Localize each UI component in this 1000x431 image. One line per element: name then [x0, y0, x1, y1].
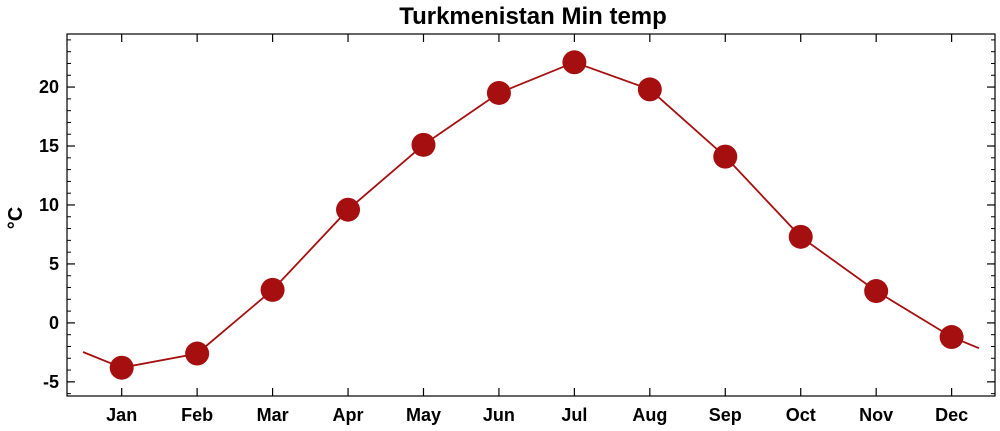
- y-tick-label: 5: [49, 254, 59, 274]
- x-tick-label: Feb: [181, 405, 213, 425]
- x-tick-label: Jun: [483, 405, 515, 425]
- data-point: [109, 355, 134, 380]
- data-point: [864, 279, 889, 304]
- plot-area: -5 0 5 10 15 20 Jan Feb Mar Apr May Jun Jul Aug Sep Oct…: [39, 33, 996, 425]
- plot-frame: [66, 33, 996, 397]
- x-tick-label: May: [406, 405, 441, 425]
- x-tick-label: Apr: [333, 405, 364, 425]
- x-tick-label: Oct: [786, 405, 816, 425]
- x-tick-label: Jan: [106, 405, 137, 425]
- data-point: [562, 50, 587, 75]
- data-point: [336, 197, 361, 222]
- y-tick-label: 10: [39, 195, 59, 215]
- series-line: [82, 61, 980, 369]
- data-point: [939, 325, 964, 350]
- data-point: [788, 224, 813, 249]
- data-point: [486, 80, 511, 105]
- x-tick-label: Nov: [859, 405, 893, 425]
- x-tick-label: Aug: [632, 405, 667, 425]
- y-tick-label: -5: [43, 372, 59, 392]
- y-tick-label: 15: [39, 136, 59, 156]
- x-tick-label: Sep: [709, 405, 742, 425]
- data-point: [260, 277, 285, 302]
- data-point: [411, 132, 436, 157]
- y-axis-label: °C: [5, 207, 27, 229]
- data-point: [185, 341, 210, 366]
- x-tick-label: Jul: [561, 405, 587, 425]
- x-tick-label: Mar: [257, 405, 289, 425]
- data-point: [713, 144, 738, 169]
- data-point: [637, 77, 662, 102]
- chart-title: Turkmenistan Min temp: [399, 3, 667, 30]
- x-tick-label: Dec: [935, 405, 968, 425]
- y-tick-label: 0: [49, 313, 59, 333]
- y-tick-label: 20: [39, 77, 59, 97]
